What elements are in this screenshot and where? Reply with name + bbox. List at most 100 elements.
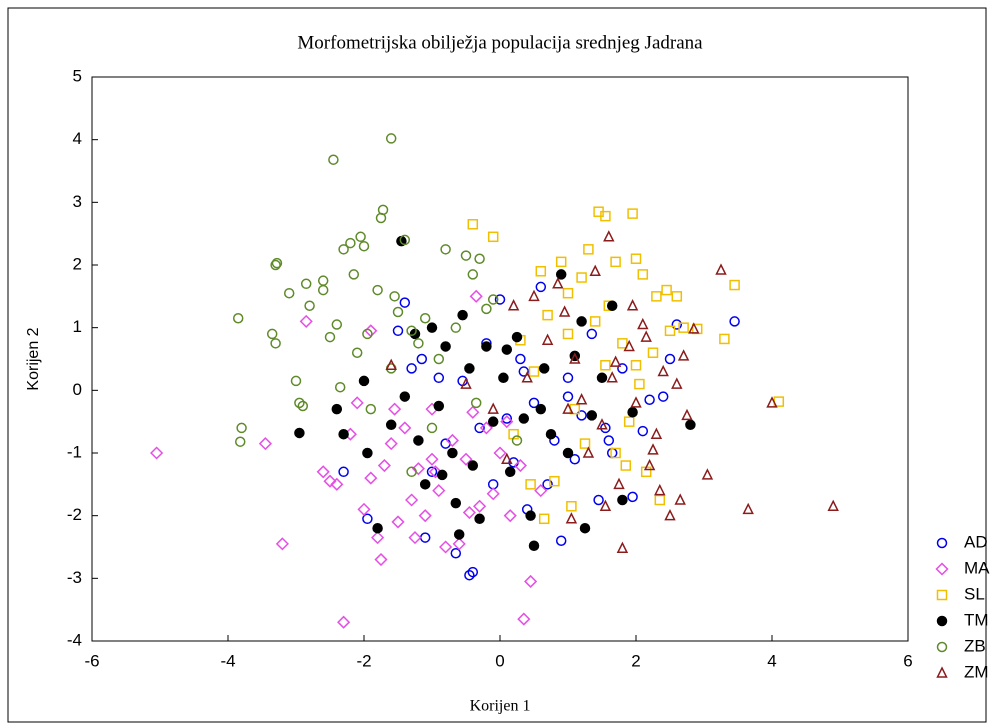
point xyxy=(617,363,628,374)
point xyxy=(304,300,315,311)
point xyxy=(447,447,458,459)
point xyxy=(603,230,615,242)
legend-marker xyxy=(936,666,948,678)
point xyxy=(688,322,700,334)
point xyxy=(579,438,591,449)
point xyxy=(535,281,547,293)
point xyxy=(576,272,587,283)
point xyxy=(411,462,425,476)
chart-title: Morfometrijska obilježja populacija sred… xyxy=(297,32,703,53)
point xyxy=(317,284,329,296)
point xyxy=(467,269,479,280)
point xyxy=(606,371,618,383)
point xyxy=(701,468,714,480)
point xyxy=(345,237,356,249)
point xyxy=(450,322,462,333)
point xyxy=(644,394,655,405)
point xyxy=(562,372,574,384)
point xyxy=(511,331,523,343)
point xyxy=(766,396,778,408)
point xyxy=(623,339,635,352)
point xyxy=(541,333,554,345)
point xyxy=(528,289,540,302)
point xyxy=(524,574,538,589)
point xyxy=(640,330,652,342)
point xyxy=(258,437,272,451)
point xyxy=(528,397,540,409)
point xyxy=(562,287,574,299)
y-tick-label: 1 xyxy=(73,317,82,336)
point xyxy=(413,338,424,349)
point xyxy=(384,437,398,451)
point xyxy=(372,522,383,534)
point xyxy=(418,509,432,523)
point xyxy=(576,316,587,327)
point xyxy=(419,479,431,490)
frame xyxy=(7,7,987,723)
point xyxy=(671,319,683,330)
point xyxy=(270,338,281,349)
point xyxy=(440,438,451,449)
point xyxy=(487,294,499,305)
point xyxy=(627,491,638,503)
point xyxy=(365,403,377,415)
x-tick-label: -2 xyxy=(356,651,371,670)
point xyxy=(589,264,601,277)
point xyxy=(729,279,740,291)
point xyxy=(350,396,364,410)
point xyxy=(358,240,370,252)
point xyxy=(351,347,363,358)
point xyxy=(334,381,346,393)
point xyxy=(610,447,621,459)
point xyxy=(517,612,531,626)
point xyxy=(457,309,468,321)
point xyxy=(599,499,612,512)
point xyxy=(555,256,567,268)
x-tick-label: -4 xyxy=(220,651,235,670)
point xyxy=(671,377,683,389)
point xyxy=(513,458,527,473)
point xyxy=(634,378,645,390)
point xyxy=(469,289,483,303)
legend-label: SL xyxy=(964,584,985,603)
point xyxy=(671,291,683,302)
point xyxy=(467,460,479,471)
point xyxy=(337,615,351,629)
point xyxy=(569,352,581,364)
point xyxy=(538,363,550,374)
point xyxy=(729,316,740,327)
legend-label: MA xyxy=(964,558,990,577)
point xyxy=(283,287,295,299)
point xyxy=(317,275,329,286)
point xyxy=(643,458,656,471)
point xyxy=(627,407,638,418)
point xyxy=(266,328,278,340)
point xyxy=(528,366,540,377)
point xyxy=(275,537,289,551)
point xyxy=(654,494,666,506)
point xyxy=(330,477,344,491)
point xyxy=(521,371,533,383)
point xyxy=(474,422,485,434)
point xyxy=(377,458,391,473)
point xyxy=(348,269,360,280)
point xyxy=(355,231,366,243)
point xyxy=(299,314,313,328)
point xyxy=(426,322,438,333)
point xyxy=(467,219,479,230)
y-tick-label: -4 xyxy=(67,630,82,649)
point xyxy=(534,484,548,498)
plot-area xyxy=(91,76,909,642)
y-tick-label: 4 xyxy=(73,129,82,148)
y-tick-label: -1 xyxy=(67,442,82,461)
point xyxy=(385,133,397,144)
point xyxy=(661,284,672,296)
point xyxy=(338,244,349,255)
x-tick-label: 0 xyxy=(495,651,504,670)
point xyxy=(586,328,598,340)
point xyxy=(406,325,417,337)
point xyxy=(440,244,451,255)
point xyxy=(562,391,574,402)
point xyxy=(399,234,411,246)
point xyxy=(474,513,485,525)
